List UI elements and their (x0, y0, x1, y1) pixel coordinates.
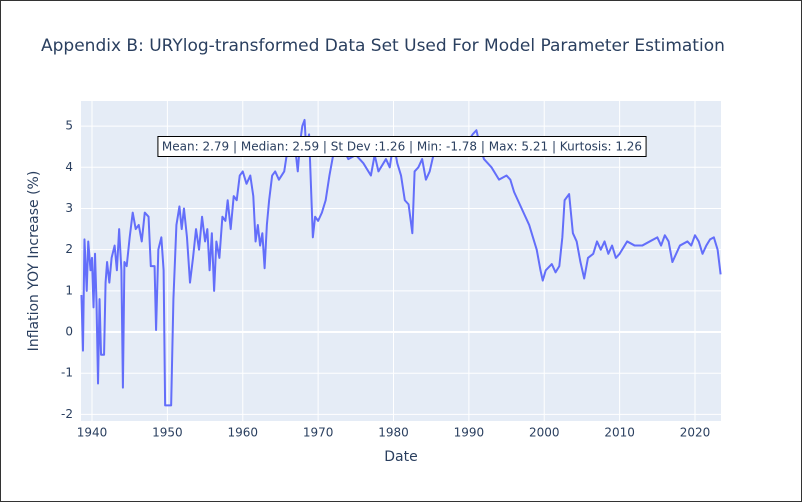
y-axis-title: Inflation YOY Increase (%) (26, 171, 42, 352)
x-tick-label: 1940 (77, 426, 108, 440)
x-tick-label: 2010 (604, 426, 635, 440)
line (80, 118, 722, 407)
x-tick-label: 2000 (529, 426, 560, 440)
y-tick-label: 1 (65, 283, 73, 297)
y-tick-label: 2 (65, 242, 73, 256)
x-tick-label: 1970 (303, 426, 334, 440)
y-tick-label: 0 (65, 325, 73, 339)
chart-title: Appendix B: URYlog-transformed Data Set … (41, 36, 725, 56)
y-tick-label: 4 (65, 160, 73, 174)
x-tick-label: 1960 (227, 426, 258, 440)
x-axis-title: Date (384, 449, 417, 465)
x-tick-label: 1990 (454, 426, 485, 440)
annotation: Mean: 2.79 | Median: 2.59 | St Dev :1.26… (162, 140, 642, 154)
annotation-box (157, 136, 647, 157)
y-tick-label: 3 (65, 201, 73, 215)
y-tick-label: 5 (65, 119, 73, 133)
x-tick-label: 2020 (680, 426, 711, 440)
x-tick-label: 1950 (152, 426, 183, 440)
x-tick-label: 1980 (378, 426, 409, 440)
y-tick-label: -2 (61, 407, 73, 421)
y-tick-label: -1 (61, 366, 73, 380)
